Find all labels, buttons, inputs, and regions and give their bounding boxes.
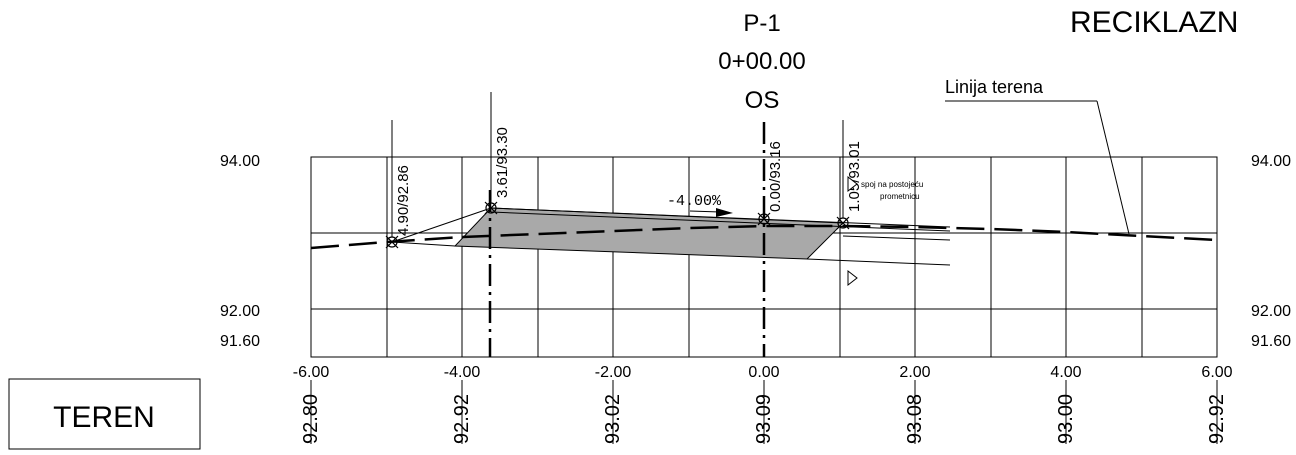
elev-left-92: 92.00 [220, 303, 260, 320]
profile-id: P-1 [743, 10, 780, 37]
junction-marker-top [847, 175, 858, 193]
point-label: 4.90/92.86 [395, 165, 412, 236]
drawing-title: RECIKLAZN [1070, 6, 1238, 39]
row-label: TEREN [53, 401, 155, 434]
offset-label: 4.00 [1050, 364, 1081, 381]
slope-label: -4.00% [667, 193, 722, 210]
terrain-callout-leader [1096, 100, 1130, 235]
offset-label: -4.00 [444, 364, 481, 381]
slope-line-left-base [391, 241, 456, 247]
terrain-value: 92.92 [1206, 394, 1228, 444]
pavement-lines [490, 207, 951, 266]
point-leaders [391, 92, 844, 237]
station-label: 0+00.00 [718, 48, 805, 75]
road-body-fill [453, 207, 845, 260]
junction-label-2: prometnicu [880, 192, 920, 201]
terrain-value: 92.92 [451, 394, 473, 444]
point-markers [385, 201, 850, 249]
offset-label: -6.00 [293, 364, 330, 381]
junction-marker-bottom [847, 269, 858, 287]
terrain-values: 92.80 92.92 93.02 93.09 93.08 93.00 92.9… [300, 380, 1228, 444]
elev-right-92: 92.00 [1251, 303, 1291, 320]
row-label-box [8, 378, 201, 450]
terrain-value: 92.80 [300, 394, 322, 444]
point-marker [758, 213, 770, 225]
point-label: 1.05/93.01 [846, 141, 863, 212]
slope-arrow-line [689, 210, 721, 213]
offset-label: -2.00 [595, 364, 632, 381]
terrain-value: 93.09 [753, 394, 775, 444]
offset-labels: -6.00 -4.00 -2.00 0.00 2.00 4.00 6.00 [293, 364, 1233, 381]
slope-line-left [391, 207, 492, 243]
slope-arrow-head [716, 208, 733, 217]
terrain-value: 93.08 [904, 394, 926, 444]
terrain-value: 93.02 [602, 394, 624, 444]
offset-label: 0.00 [748, 364, 779, 381]
elev-right-9160: 91.60 [1251, 333, 1291, 350]
terrain-value: 93.00 [1055, 394, 1077, 444]
point-label: 3.61/93.30 [494, 127, 511, 198]
offset-label: 2.00 [899, 364, 930, 381]
elev-left-9160: 91.60 [220, 333, 260, 350]
terrain-line-label: Linija terena [945, 77, 1044, 97]
offset-label: 6.00 [1201, 364, 1232, 381]
elev-left-94: 94.00 [220, 153, 260, 170]
elev-right-94: 94.00 [1251, 153, 1291, 170]
axis-label: OS [745, 87, 780, 114]
point-label: 0.00/93.16 [767, 141, 784, 212]
junction-label-1: spoj na postojeću [861, 180, 923, 189]
